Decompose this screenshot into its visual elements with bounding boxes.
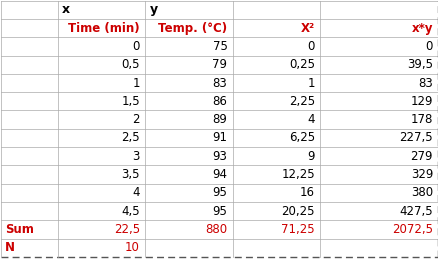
Text: y: y <box>149 3 157 16</box>
Text: 1: 1 <box>307 77 314 89</box>
Text: 2: 2 <box>132 113 140 126</box>
Text: Temp. (°C): Temp. (°C) <box>158 22 227 35</box>
Text: 22,5: 22,5 <box>113 223 140 236</box>
Text: 86: 86 <box>212 95 227 108</box>
Text: 91: 91 <box>212 132 227 144</box>
Text: 10: 10 <box>125 241 140 254</box>
Text: 0: 0 <box>307 40 314 53</box>
Text: 329: 329 <box>410 168 432 181</box>
Text: N: N <box>5 241 15 254</box>
Text: 4: 4 <box>132 186 140 199</box>
Text: 427,5: 427,5 <box>399 205 432 218</box>
Text: 880: 880 <box>205 223 227 236</box>
Text: 2072,5: 2072,5 <box>391 223 432 236</box>
Text: 94: 94 <box>212 168 227 181</box>
Text: 95: 95 <box>212 205 227 218</box>
Text: X²: X² <box>300 22 314 35</box>
Text: 0: 0 <box>425 40 432 53</box>
Text: 0: 0 <box>132 40 140 53</box>
Text: 83: 83 <box>417 77 432 89</box>
Text: 95: 95 <box>212 186 227 199</box>
Text: 0,5: 0,5 <box>121 58 140 71</box>
Text: 4,5: 4,5 <box>121 205 140 218</box>
Text: 12,25: 12,25 <box>281 168 314 181</box>
Text: 2,25: 2,25 <box>288 95 314 108</box>
Text: 89: 89 <box>212 113 227 126</box>
Text: 4: 4 <box>307 113 314 126</box>
Text: 227,5: 227,5 <box>399 132 432 144</box>
Text: 75: 75 <box>212 40 227 53</box>
Text: 6,25: 6,25 <box>288 132 314 144</box>
Text: 2,5: 2,5 <box>121 132 140 144</box>
Text: 79: 79 <box>212 58 227 71</box>
Text: 279: 279 <box>410 150 432 163</box>
Text: 39,5: 39,5 <box>406 58 432 71</box>
Text: 9: 9 <box>307 150 314 163</box>
Text: x: x <box>62 3 70 16</box>
Text: 93: 93 <box>212 150 227 163</box>
Text: 380: 380 <box>410 186 432 199</box>
Text: 20,25: 20,25 <box>281 205 314 218</box>
Text: 0,25: 0,25 <box>288 58 314 71</box>
Text: 3,5: 3,5 <box>121 168 140 181</box>
Text: 71,25: 71,25 <box>281 223 314 236</box>
Text: 1,5: 1,5 <box>121 95 140 108</box>
Text: 129: 129 <box>410 95 432 108</box>
Text: x*y: x*y <box>410 22 432 35</box>
Text: Time (min): Time (min) <box>68 22 140 35</box>
Text: 178: 178 <box>410 113 432 126</box>
Text: 3: 3 <box>132 150 140 163</box>
Text: 16: 16 <box>299 186 314 199</box>
Text: 83: 83 <box>212 77 227 89</box>
Text: Sum: Sum <box>5 223 34 236</box>
Text: 1: 1 <box>132 77 140 89</box>
